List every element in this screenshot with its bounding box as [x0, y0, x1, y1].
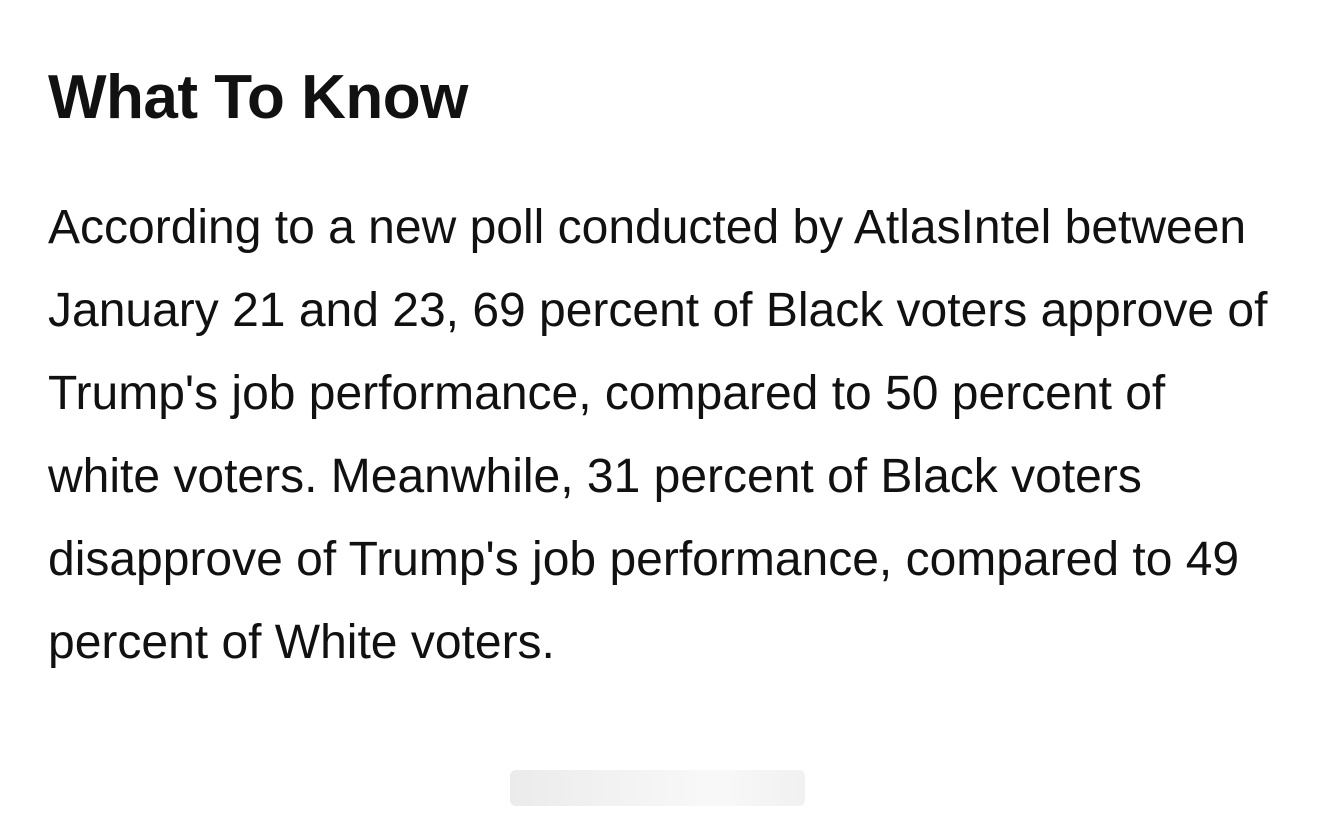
watermark-logo	[510, 770, 805, 806]
section-paragraph: According to a new poll conducted by Atl…	[48, 201, 1268, 669]
section-heading: What To Know	[48, 63, 468, 132]
